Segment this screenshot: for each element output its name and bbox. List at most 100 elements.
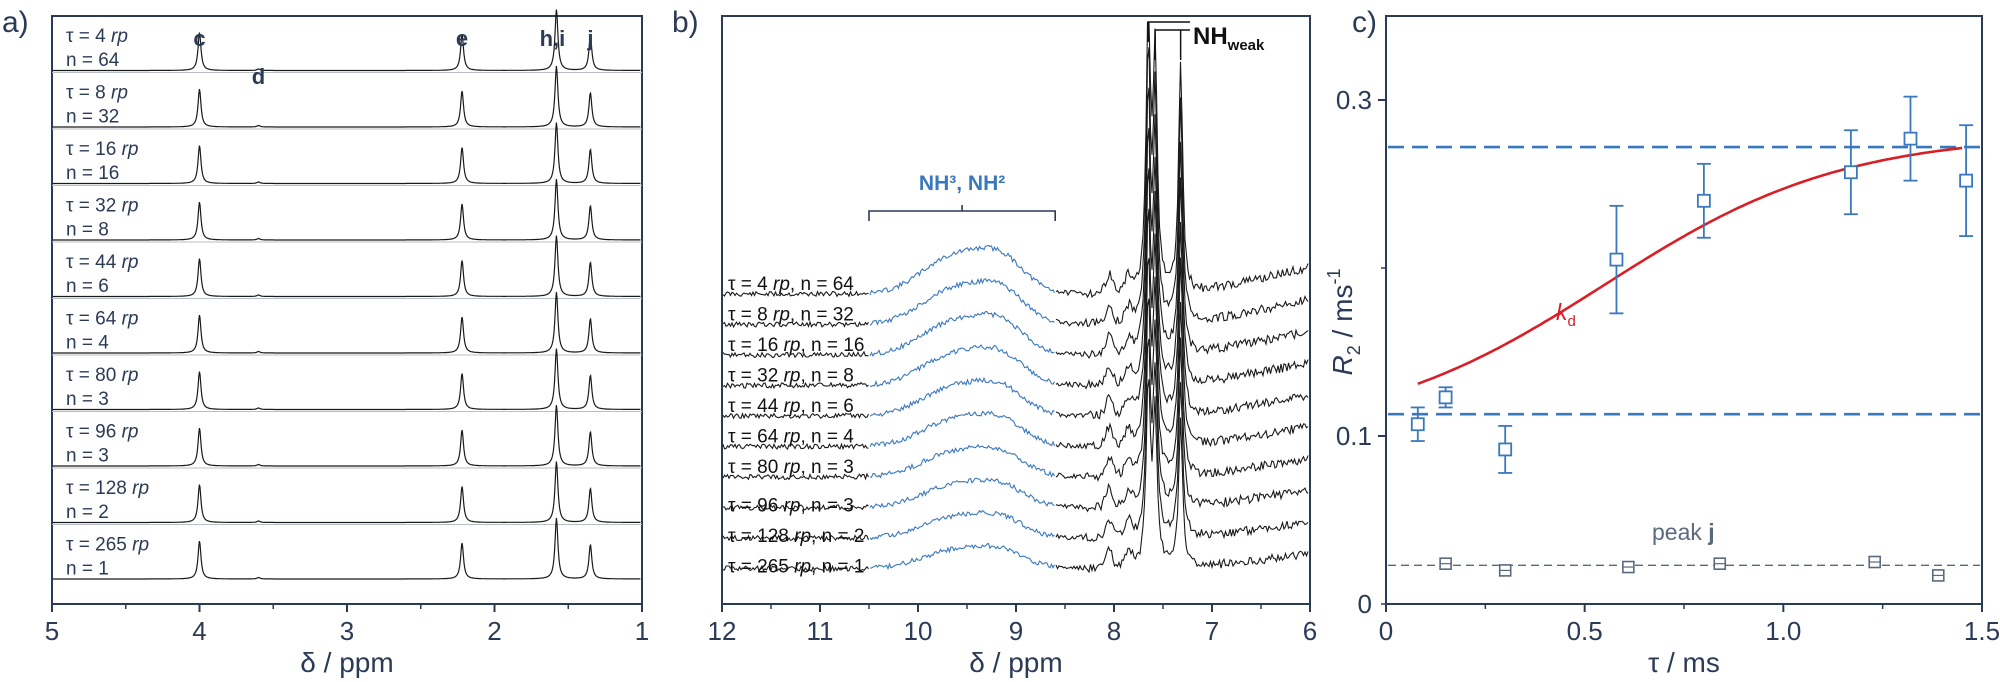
row-tau-unit: rp (122, 422, 139, 443)
trace-label-n: , n = 2 (811, 526, 864, 547)
trace-label-unit: rp (784, 427, 801, 448)
nh-data-point (1498, 442, 1513, 457)
panel-c: c) 0 0.5 1.0 1.5 0.1 0.3 0 τ / ms R2 / ms-1 kd… (1324, 6, 2000, 678)
nh-data-point (1959, 173, 1974, 188)
trace-label-tau: τ = 4 (728, 274, 773, 295)
spectrum-trace (53, 405, 641, 467)
x-tick-label: 10 (904, 616, 933, 646)
trace-label-n: , n = 3 (800, 496, 853, 517)
panel-c-label: c) (1352, 6, 1377, 39)
trace-label-unit: rp (784, 396, 801, 417)
peak-label: e (456, 26, 468, 51)
panel-b-label: b) (672, 6, 699, 39)
spectrum-trace-right (1055, 87, 1309, 359)
spectrum-trace (53, 461, 641, 524)
row-tau-unit: rp (122, 139, 139, 160)
spectrum-trace-nh-region (869, 311, 1055, 357)
spectrum-trace-right (1055, 298, 1309, 513)
trace-label-n: , n = 64 (790, 274, 854, 295)
panel-c-axes: 0 0.5 1.0 1.5 0.1 0.3 0 (1336, 85, 2000, 646)
trace-label-n: , n = 8 (800, 366, 853, 387)
trace-label-tau: τ = 8 (728, 305, 773, 326)
trace-label: τ = 32 rp, n = 8 (728, 366, 854, 387)
x-tick-label: 9 (1009, 616, 1023, 646)
spectrum-trace-left (722, 290, 869, 298)
row-tau-label: τ = 32 rp (66, 196, 138, 217)
trace-label: τ = 4 rp, n = 64 (728, 274, 854, 295)
panel-c-reference-lines (1388, 145, 1980, 567)
trace-label: τ = 64 rp, n = 4 (728, 427, 854, 448)
panel-b-trace-labels: τ = 4 rp, n = 64τ = 8 rp, n = 32τ = 16 r… (728, 274, 864, 578)
spectrum-trace-nh-region (869, 376, 1055, 417)
row-tau-value: τ = 44 (66, 252, 122, 273)
spectrum-trace-right (1055, 168, 1309, 420)
row-tau-label: τ = 64 rp (66, 309, 138, 330)
spectrum-trace-left (722, 381, 869, 390)
trace-label-tau: τ = 16 (728, 335, 784, 356)
kd-fit-line (1417, 146, 1963, 386)
trace-label: τ = 8 rp, n = 32 (728, 305, 854, 326)
x-tick-label: 5 (45, 616, 59, 646)
trace-label-unit: rp (784, 366, 801, 387)
kd-fit-curve (1417, 146, 1963, 386)
spectrum-trace-nh-region (869, 443, 1055, 479)
row-tau-value: τ = 128 (66, 478, 132, 499)
spectrum-trace-left (722, 320, 869, 329)
spectrum-trace-right (1055, 379, 1309, 574)
nh-data-point (1696, 193, 1711, 208)
trace-label-unit: rp (794, 557, 811, 578)
trace-label-tau: τ = 265 (728, 557, 794, 578)
spectrum-trace (53, 66, 641, 128)
x-tick-label: 11 (807, 616, 834, 646)
x-tick-label: 8 (1107, 616, 1121, 646)
spectrum-trace-right (1055, 47, 1309, 327)
row-n-label: n = 8 (66, 220, 109, 241)
nh3-nh2-bracket (868, 205, 1056, 221)
x-tick-label: 1.5 (1964, 616, 2000, 646)
row-tau-value: τ = 32 (66, 196, 122, 217)
weak-connector-1 (1147, 21, 1190, 42)
panel-a-traces (52, 9, 642, 580)
row-n-label: n = 16 (66, 163, 119, 184)
trace-label-n: , n = 3 (800, 457, 853, 478)
row-tau-value: τ = 96 (66, 422, 122, 443)
trace-label-unit: rp (784, 335, 801, 356)
y-origin-label: 0 (1358, 589, 1372, 619)
panel-b-traces (722, 21, 1309, 574)
peak-j-main: peak (1652, 519, 1708, 545)
bracket-line (868, 210, 1056, 221)
row-n-label: n = 3 (66, 389, 109, 410)
row-tau-label: τ = 8 rp (66, 83, 128, 104)
ylabel-sub: 2 (1344, 345, 1364, 355)
row-tau-unit: rp (122, 365, 139, 386)
spectrum-trace-nh-region (869, 410, 1056, 448)
trace-label-unit: rp (784, 496, 801, 517)
panel-c-points (1410, 95, 1974, 582)
spectrum-trace-nh-region (869, 277, 1055, 326)
panel-a-peak-labels: c d e h,i j (193, 26, 593, 89)
panel-b: b) τ = 4 rp, n = 64τ = 8 rp, n = 32τ = 1… (672, 6, 1317, 678)
x-tick-label: 1.0 (1765, 616, 1801, 646)
row-n-label: n = 3 (66, 446, 109, 467)
row-tau-unit: rp (122, 309, 139, 330)
spectrum-trace-nh-region (869, 344, 1055, 387)
peak-j-bold: j (1707, 519, 1714, 545)
row-tau-value: τ = 16 (66, 139, 122, 160)
trace-label-n: , n = 16 (800, 335, 864, 356)
row-tau-value: τ = 8 (66, 83, 111, 104)
x-tick-label: 12 (708, 616, 737, 646)
spectrum-trace-left (722, 411, 869, 420)
ylabel-unit: / ms (1327, 285, 1358, 346)
row-tau-value: τ = 4 (66, 26, 111, 47)
trace-label: τ = 16 rp, n = 16 (728, 335, 864, 356)
trace-label-n: , n = 4 (800, 427, 854, 448)
row-tau-label: τ = 128 rp (66, 478, 149, 499)
panel-a-xlabel: δ / ppm (300, 647, 393, 678)
trace-label: τ = 44 rp, n = 6 (728, 396, 854, 417)
spectrum-trace-left (722, 350, 869, 359)
kd-sub: d (1568, 313, 1576, 330)
row-tau-label: τ = 96 rp (66, 422, 138, 443)
spectrum-trace-left (722, 564, 869, 573)
panel-a-x-axis: 5 4 3 2 1 (45, 604, 649, 646)
trace-label-tau: τ = 96 (728, 496, 784, 517)
